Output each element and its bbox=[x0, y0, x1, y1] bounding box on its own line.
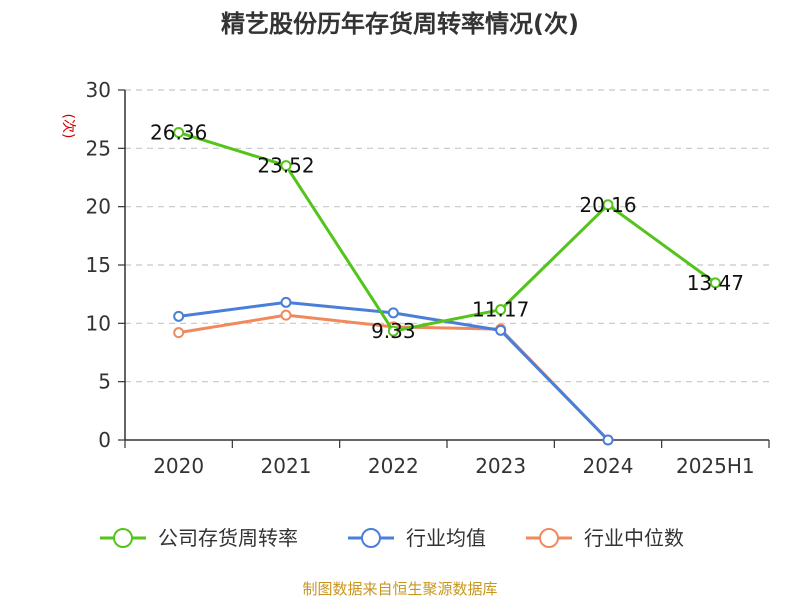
series-line-0 bbox=[178, 131, 717, 333]
x-tick-label: 2022 bbox=[368, 454, 419, 478]
y-tick-label: 30 bbox=[86, 78, 111, 102]
data-label: 9.33 bbox=[371, 319, 416, 343]
data-point bbox=[602, 434, 614, 446]
x-tick-label: 2020 bbox=[153, 454, 204, 478]
data-point bbox=[280, 160, 292, 172]
data-point bbox=[173, 327, 185, 339]
data-point bbox=[173, 126, 185, 138]
data-point bbox=[709, 277, 721, 289]
legend-marker bbox=[539, 528, 559, 548]
data-point bbox=[387, 325, 399, 337]
source-note: 制图数据来自恒生聚源数据库 bbox=[302, 580, 497, 598]
y-axis-unit-label: (次) bbox=[60, 114, 76, 139]
data-label: 26.36 bbox=[150, 120, 207, 144]
data-point bbox=[173, 310, 185, 322]
data-label: 23.52 bbox=[257, 154, 314, 178]
y-tick-label: 15 bbox=[86, 253, 111, 277]
chart-title: 精艺股份历年存货周转率情况(次) bbox=[221, 10, 579, 38]
data-labels: 26.36 23.52 9.33 11.17 20.16 13.47 bbox=[150, 120, 744, 343]
data-label: 20.16 bbox=[579, 193, 636, 217]
series-lines bbox=[173, 126, 721, 446]
x-tick-label: 2024 bbox=[583, 454, 634, 478]
data-point bbox=[495, 324, 507, 336]
grid-lines bbox=[125, 89, 769, 383]
y-tick-label: 10 bbox=[86, 311, 111, 335]
y-tick-label: 5 bbox=[98, 370, 111, 394]
legend-marker bbox=[113, 528, 133, 548]
y-tick-label: 25 bbox=[86, 136, 111, 160]
y-tick-label: 20 bbox=[86, 195, 111, 219]
data-point bbox=[495, 304, 507, 316]
legend: 公司存货周转率 行业均值 行业中位数 bbox=[100, 526, 684, 550]
data-label: 11.17 bbox=[472, 298, 529, 322]
legend-marker bbox=[361, 528, 381, 548]
data-point bbox=[280, 296, 292, 308]
data-point bbox=[602, 199, 614, 211]
data-point bbox=[387, 307, 399, 319]
legend-label: 行业均值 bbox=[406, 526, 486, 550]
y-tick-label: 0 bbox=[98, 428, 111, 452]
data-label: 13.47 bbox=[687, 271, 744, 295]
axes: 0 5 10 15 20 25 30 2020 2021 2022 2023 2024 2025H1 bbox=[86, 78, 770, 478]
x-tick-label: 2023 bbox=[475, 454, 526, 478]
x-tick-label: 2025H1 bbox=[676, 454, 755, 478]
legend-label: 公司存货周转率 bbox=[158, 526, 298, 550]
data-point bbox=[280, 309, 292, 321]
legend-label: 行业中位数 bbox=[584, 526, 684, 550]
x-tick-label: 2021 bbox=[261, 454, 312, 478]
